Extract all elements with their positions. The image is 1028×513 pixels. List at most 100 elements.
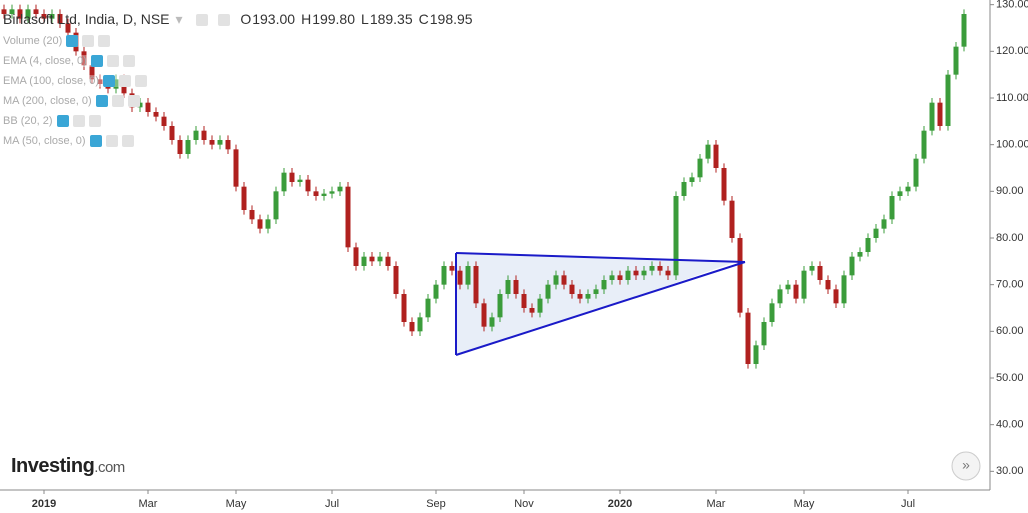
candle-body xyxy=(313,191,319,196)
candle-body xyxy=(641,270,647,276)
candle-body xyxy=(937,102,943,126)
candle-body xyxy=(625,270,631,280)
icon[interactable] xyxy=(122,55,135,68)
icon[interactable] xyxy=(103,75,115,88)
candle-body xyxy=(321,193,327,196)
ohlc: O193.00 H199.80 L189.35 C198.95 xyxy=(240,11,478,27)
icon[interactable] xyxy=(106,55,119,68)
candle-body xyxy=(9,9,15,14)
candle-body xyxy=(225,140,231,150)
indicator-row: BB (20, 2) xyxy=(3,115,101,128)
y-tick-label: 90.00 xyxy=(996,185,1024,197)
candle-body xyxy=(817,266,823,280)
candle-body xyxy=(41,14,47,19)
icon[interactable] xyxy=(98,35,111,48)
logo-name: Investing xyxy=(11,455,95,477)
candle-body xyxy=(449,266,455,271)
candle-body xyxy=(785,284,791,290)
candle-body xyxy=(633,270,639,276)
candle-body xyxy=(505,280,511,294)
icon[interactable] xyxy=(72,115,85,128)
icon[interactable] xyxy=(127,95,140,108)
icon[interactable] xyxy=(119,75,131,88)
pattern-line xyxy=(455,252,746,263)
candle-body xyxy=(609,275,615,280)
ohlc-value: 189.35 xyxy=(369,11,413,27)
icon[interactable] xyxy=(82,35,95,48)
ohlc-key: C xyxy=(418,11,429,27)
icon[interactable] xyxy=(89,135,102,148)
indicator-label: BB (20, 2) xyxy=(3,115,53,127)
candle-body xyxy=(17,9,23,19)
candle-body xyxy=(185,140,191,154)
icon[interactable] xyxy=(111,95,124,108)
candle-body xyxy=(97,79,103,84)
icon[interactable] xyxy=(105,135,118,148)
y-tick-label: 60.00 xyxy=(996,325,1024,337)
candle-body xyxy=(409,322,415,332)
indicator-row: EMA (4, close, 0) xyxy=(3,55,135,68)
candle-body xyxy=(777,289,783,304)
icon[interactable] xyxy=(196,14,209,27)
candle-body xyxy=(289,172,295,182)
icon[interactable] xyxy=(135,75,147,88)
candle-body xyxy=(673,196,679,276)
candle-body xyxy=(177,140,183,154)
candle-body xyxy=(657,266,663,271)
candle-body xyxy=(681,182,687,196)
candle-body xyxy=(153,112,159,117)
candle-body xyxy=(945,74,951,126)
candle-body xyxy=(857,252,863,257)
y-tick-label: 110.00 xyxy=(996,92,1028,104)
candle-body xyxy=(737,238,743,313)
scroll-button[interactable] xyxy=(951,451,981,481)
x-tick-label: Mar xyxy=(139,498,158,510)
candle-body xyxy=(913,158,919,187)
indicator-label: MA (200, close, 0) xyxy=(3,95,92,107)
candle-body xyxy=(905,186,911,192)
logo: Investing.com xyxy=(11,455,125,478)
candle-body xyxy=(65,23,71,33)
x-tick-label: Jul xyxy=(901,498,915,510)
candle-body xyxy=(961,14,967,47)
x-tick-label: May xyxy=(794,498,815,510)
candle-body xyxy=(481,303,487,327)
ohlc-key: L xyxy=(361,11,369,27)
candle-body xyxy=(521,294,527,308)
scroll-icon[interactable]: » xyxy=(962,457,970,473)
candle-body xyxy=(209,140,215,145)
indicator-row: MA (200, close, 0) xyxy=(3,95,140,108)
x-tick-label: 2020 xyxy=(608,498,632,510)
icon[interactable] xyxy=(56,115,69,128)
ohlc-value: 199.80 xyxy=(312,11,356,27)
candle-body xyxy=(1,9,7,14)
candle-body xyxy=(649,266,655,271)
icon[interactable] xyxy=(88,115,101,128)
candle-body xyxy=(33,9,39,14)
icon[interactable] xyxy=(95,95,108,108)
ohlc-value: 193.00 xyxy=(252,11,296,27)
y-tick-label: 120.00 xyxy=(996,45,1028,57)
candle-body xyxy=(537,298,543,313)
candle-body xyxy=(849,256,855,276)
candle-body xyxy=(145,102,151,112)
candle-body xyxy=(713,144,719,168)
icon[interactable] xyxy=(121,135,134,148)
triangle-fill xyxy=(456,253,735,355)
candle-body xyxy=(593,289,599,294)
candle-body xyxy=(217,140,223,145)
icon[interactable] xyxy=(66,35,79,48)
icon[interactable] xyxy=(218,14,231,27)
ohlc-key: H xyxy=(301,11,312,27)
header: Birlasoft Ltd, India, D, NSE ▾ O193.00 H19… xyxy=(3,11,485,28)
candle-body xyxy=(401,294,407,322)
pattern-line xyxy=(455,261,746,356)
indicator-row: EMA (100, close, 0) xyxy=(3,75,147,88)
candle-body xyxy=(361,256,367,266)
candle-body xyxy=(577,294,583,299)
icon[interactable] xyxy=(90,55,103,68)
indicator-label: MA (50, close, 0) xyxy=(3,135,86,147)
candle-body xyxy=(81,51,87,66)
candle-body xyxy=(617,275,623,280)
